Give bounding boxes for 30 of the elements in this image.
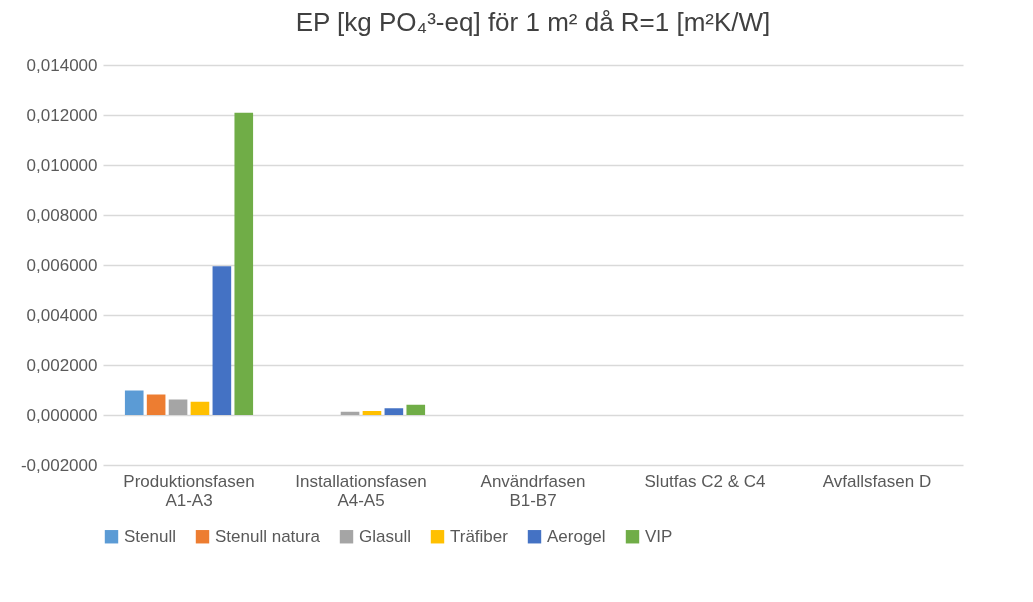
bar — [168, 399, 188, 415]
legend-label: Stenull — [124, 526, 176, 546]
y-tick-label: 0,010000 — [26, 155, 98, 175]
bar — [212, 266, 232, 415]
legend-label: VIP — [645, 526, 673, 546]
x-tick-label: Användrfasen B1-B7 — [480, 471, 586, 510]
x-tick-label: Produktionsfasen A1-A3 — [123, 471, 255, 510]
y-tick-label: 0,002000 — [26, 355, 98, 375]
y-tick-label: 0,004000 — [26, 305, 98, 325]
legend-label: Aerogel — [547, 526, 606, 546]
bar — [234, 112, 254, 415]
y-tick-label: 0,014000 — [26, 55, 98, 75]
legend-label: Glasull — [359, 526, 411, 546]
x-tick-label: Slutfas C2 & C4 — [644, 471, 766, 491]
bar — [362, 411, 382, 415]
legend-label: Träfiber — [450, 526, 509, 546]
bar — [146, 394, 166, 415]
y-tick-label: -0,002000 — [20, 455, 98, 475]
bar — [124, 390, 144, 415]
y-tick-label: 0,006000 — [26, 255, 98, 275]
bar — [406, 404, 426, 415]
bar — [384, 408, 404, 415]
chart-title: EP [kg PO₄³-eq] för 1 m² då R=1 [m²K/W] — [295, 7, 771, 37]
y-tick-label: 0,000000 — [26, 405, 98, 425]
y-tick-label: 0,012000 — [26, 105, 98, 125]
x-tick-label: Installationsfasen A4-A5 — [295, 471, 427, 510]
bar — [190, 401, 210, 415]
legend-label: Stenull natura — [215, 526, 321, 546]
x-tick-label: Avfallsfasen D — [822, 471, 932, 491]
y-tick-label: 0,008000 — [26, 205, 98, 225]
